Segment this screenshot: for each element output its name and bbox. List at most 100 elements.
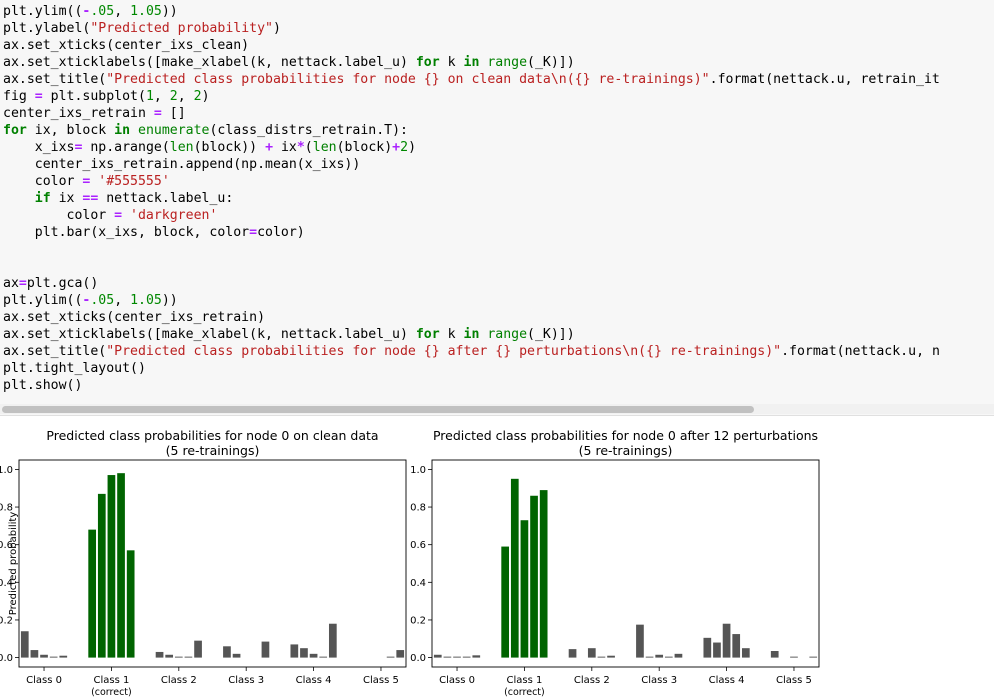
horizontal-scrollbar[interactable]: [0, 404, 994, 414]
bar: [174, 656, 183, 658]
bar: [510, 478, 519, 658]
bar: [520, 520, 529, 658]
code-line: x_ixs= np.arange(len(block)) + ix*(len(b…: [3, 140, 417, 155]
y-tick-label: 0.4: [0, 578, 13, 589]
code-line: plt.bar(x_ixs, block, color=color): [3, 225, 305, 240]
y-tick-label: 0.0: [410, 653, 426, 664]
code-line: color = '#555555': [3, 174, 170, 189]
bar: [501, 546, 510, 658]
code-editor[interactable]: plt.ylim((-.05, 1.05)) plt.ylabel("Predic…: [3, 3, 940, 394]
x-tick-label: Class 3: [641, 675, 677, 686]
bar: [645, 656, 654, 658]
code-line: fig = plt.subplot(1, 2, 2): [3, 89, 210, 104]
x-tick-label: Class 5: [776, 675, 812, 686]
code-line: for ix, block in enumerate(class_distrs_…: [3, 123, 408, 138]
bar: [49, 656, 58, 658]
bar: [770, 651, 779, 658]
bar: [732, 634, 741, 658]
x-tick-label: Class 0: [439, 675, 475, 686]
chart-title: (5 re-trainings): [166, 443, 260, 458]
bar: [722, 623, 731, 658]
x-tick-label: Class 5: [363, 675, 399, 686]
bar: [261, 641, 270, 658]
cell-divider: [0, 415, 994, 416]
y-tick-label: 1.0: [0, 465, 13, 476]
code-line: ax.set_xticklabels([make_xlabel(k, netta…: [3, 55, 575, 70]
x-tick-label: (correct): [504, 687, 545, 698]
code-line: ax.set_title("Predicted class probabilit…: [3, 72, 940, 87]
y-tick-label: 0.8: [410, 503, 426, 514]
bar: [290, 644, 299, 658]
code-line: [3, 241, 940, 258]
bar: [59, 655, 68, 658]
code-line: center_ixs_retrain = []: [3, 106, 186, 121]
plot-frame: [18, 459, 407, 668]
code-line: color = 'darkgreen': [3, 208, 218, 223]
bar: [664, 656, 673, 658]
code-line: ax.set_xticklabels([make_xlabel(k, netta…: [3, 327, 575, 342]
code-line: [3, 258, 940, 275]
bar: [232, 653, 241, 658]
bar: [40, 654, 48, 658]
code-line: plt.ylim((-.05, 1.05)): [3, 4, 178, 19]
bar: [309, 653, 318, 658]
y-tick-label: 1.0: [410, 465, 426, 476]
bar: [790, 656, 798, 658]
bar: [539, 490, 548, 658]
y-tick-label: 0.8: [0, 503, 13, 514]
y-axis-label: Predicted probability: [8, 512, 19, 616]
chart-1: Predicted class probabilities for node 0…: [410, 428, 820, 698]
bar: [165, 654, 174, 658]
bar: [155, 651, 164, 658]
x-tick-label: Class 1: [93, 675, 129, 686]
bar: [655, 654, 664, 658]
bar: [107, 475, 116, 658]
bar: [674, 653, 683, 658]
x-tick-label: Class 2: [574, 675, 610, 686]
bar: [386, 656, 395, 658]
bar: [328, 623, 337, 658]
bar: [443, 656, 452, 658]
scrollbar-thumb[interactable]: [2, 406, 754, 413]
bar: [713, 642, 721, 658]
chart-title: Predicted class probabilities for node 0…: [433, 428, 818, 443]
bar: [703, 637, 712, 658]
bar: [607, 655, 615, 658]
code-cell[interactable]: plt.ylim((-.05, 1.05)) plt.ylabel("Predic…: [0, 0, 994, 415]
bar: [20, 631, 29, 658]
bar: [741, 648, 750, 658]
y-tick-label: 0.4: [410, 578, 426, 589]
code-line: plt.ylabel("Predicted probability"): [3, 21, 281, 36]
bar: [433, 654, 442, 658]
bar: [30, 650, 39, 658]
bar: [453, 656, 461, 658]
x-tick-label: Class 3: [228, 675, 264, 686]
chart-title: Predicted class probabilities for node 0…: [46, 428, 378, 443]
code-line: ax.set_xticks(center_ixs_retrain): [3, 310, 266, 325]
y-tick-label: 0.2: [410, 615, 426, 626]
x-tick-label: Class 1: [506, 675, 542, 686]
y-tick-label: 0.6: [0, 540, 13, 551]
code-line: if ix == nettack.label_u:: [3, 191, 234, 206]
y-tick-label: 0.0: [0, 653, 13, 664]
bar: [319, 656, 328, 658]
x-tick-label: Class 4: [709, 675, 745, 686]
x-tick-label: Class 0: [26, 675, 62, 686]
bar: [300, 648, 308, 658]
code-line: plt.show(): [3, 378, 83, 393]
bar: [597, 656, 606, 658]
bar: [126, 550, 135, 658]
bar: [462, 656, 471, 658]
code-line: plt.ylim((-.05, 1.05)): [3, 293, 178, 308]
x-tick-label: Class 2: [161, 675, 197, 686]
bar: [636, 624, 644, 658]
code-line: ax.set_xticks(center_ixs_clean): [3, 38, 250, 53]
bar: [472, 655, 481, 658]
bar: [396, 650, 405, 658]
bar: [88, 529, 97, 658]
plot-frame: [431, 459, 820, 668]
bar: [184, 656, 193, 658]
code-line: ax=plt.gca(): [3, 276, 99, 291]
bar: [194, 640, 202, 658]
bar: [809, 656, 818, 658]
